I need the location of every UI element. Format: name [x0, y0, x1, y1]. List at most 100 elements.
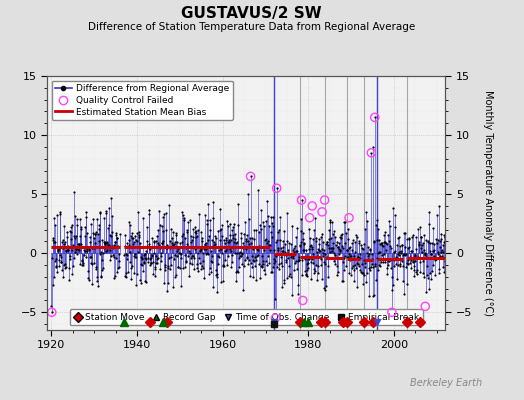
- Point: [138, 262, 146, 268]
- Point: [423, 238, 432, 245]
- Point: [245, 241, 254, 247]
- Point: [90, 260, 99, 266]
- Point: [284, 254, 292, 261]
- Point: [107, 213, 116, 219]
- Point: [294, 258, 302, 264]
- Point: [163, 265, 172, 271]
- Point: [282, 259, 290, 265]
- Point: [317, 234, 325, 240]
- Point: [351, 262, 359, 268]
- Point: [406, 260, 414, 266]
- Point: [365, 293, 374, 300]
- Point: [364, 256, 372, 262]
- Y-axis label: Monthly Temperature Anomaly Difference (°C): Monthly Temperature Anomaly Difference (…: [483, 90, 493, 316]
- Point: [248, 252, 256, 259]
- Point: [48, 309, 56, 316]
- Point: [286, 250, 294, 257]
- Point: [366, 247, 374, 254]
- Point: [109, 252, 117, 258]
- Point: [173, 252, 181, 259]
- Point: [171, 230, 180, 236]
- Point: [132, 282, 140, 288]
- Point: [353, 234, 362, 240]
- Point: [441, 234, 449, 241]
- Point: [48, 236, 57, 243]
- Point: [421, 251, 429, 257]
- Point: [295, 257, 303, 263]
- Point: [426, 270, 434, 276]
- Point: [101, 241, 109, 248]
- Point: [313, 263, 322, 270]
- Point: [278, 283, 287, 290]
- Point: [356, 250, 364, 257]
- Point: [402, 250, 410, 257]
- Point: [336, 234, 344, 240]
- Point: [422, 289, 431, 295]
- Point: [160, 211, 168, 217]
- Point: [439, 248, 447, 255]
- Point: [202, 250, 211, 256]
- Point: [166, 238, 174, 244]
- Point: [356, 255, 365, 262]
- Point: [435, 237, 444, 244]
- Point: [54, 246, 63, 252]
- Point: [245, 257, 253, 263]
- Point: [434, 203, 443, 210]
- Point: [191, 230, 200, 236]
- Point: [62, 247, 71, 254]
- Point: [380, 239, 389, 245]
- Point: [362, 209, 370, 215]
- Point: [331, 234, 340, 240]
- Point: [440, 239, 448, 245]
- Point: [151, 263, 159, 270]
- Point: [185, 250, 194, 256]
- Point: [180, 252, 189, 258]
- Point: [335, 246, 343, 252]
- Point: [57, 259, 65, 265]
- Point: [141, 251, 149, 258]
- Point: [126, 276, 135, 283]
- Point: [350, 252, 358, 259]
- Point: [340, 219, 348, 225]
- Point: [407, 248, 416, 254]
- Point: [93, 274, 102, 280]
- Point: [81, 232, 89, 239]
- Point: [252, 227, 260, 233]
- Point: [379, 254, 387, 261]
- Point: [100, 244, 108, 251]
- Point: [151, 272, 159, 279]
- Point: [190, 266, 199, 272]
- Point: [64, 243, 72, 249]
- Point: [377, 259, 385, 265]
- Point: [254, 187, 263, 193]
- Point: [310, 266, 319, 272]
- Point: [195, 259, 204, 266]
- Point: [345, 253, 354, 260]
- Point: [67, 236, 75, 242]
- Point: [376, 249, 384, 256]
- Point: [66, 252, 74, 259]
- Point: [333, 244, 342, 250]
- Point: [247, 240, 255, 246]
- Point: [411, 246, 420, 252]
- Point: [122, 274, 130, 280]
- Point: [55, 263, 63, 270]
- Point: [199, 265, 208, 271]
- Point: [108, 244, 117, 251]
- Point: [161, 264, 169, 270]
- Point: [332, 242, 340, 248]
- Point: [137, 254, 146, 260]
- Point: [354, 254, 363, 260]
- Point: [437, 249, 445, 256]
- Point: [49, 282, 58, 288]
- Point: [370, 239, 378, 246]
- Point: [309, 251, 318, 257]
- Point: [165, 280, 173, 286]
- Text: Berkeley Earth: Berkeley Earth: [410, 378, 482, 388]
- Point: [439, 242, 447, 248]
- Point: [148, 253, 156, 260]
- Point: [123, 252, 132, 258]
- Point: [236, 253, 245, 260]
- Point: [253, 252, 261, 259]
- Point: [377, 242, 386, 248]
